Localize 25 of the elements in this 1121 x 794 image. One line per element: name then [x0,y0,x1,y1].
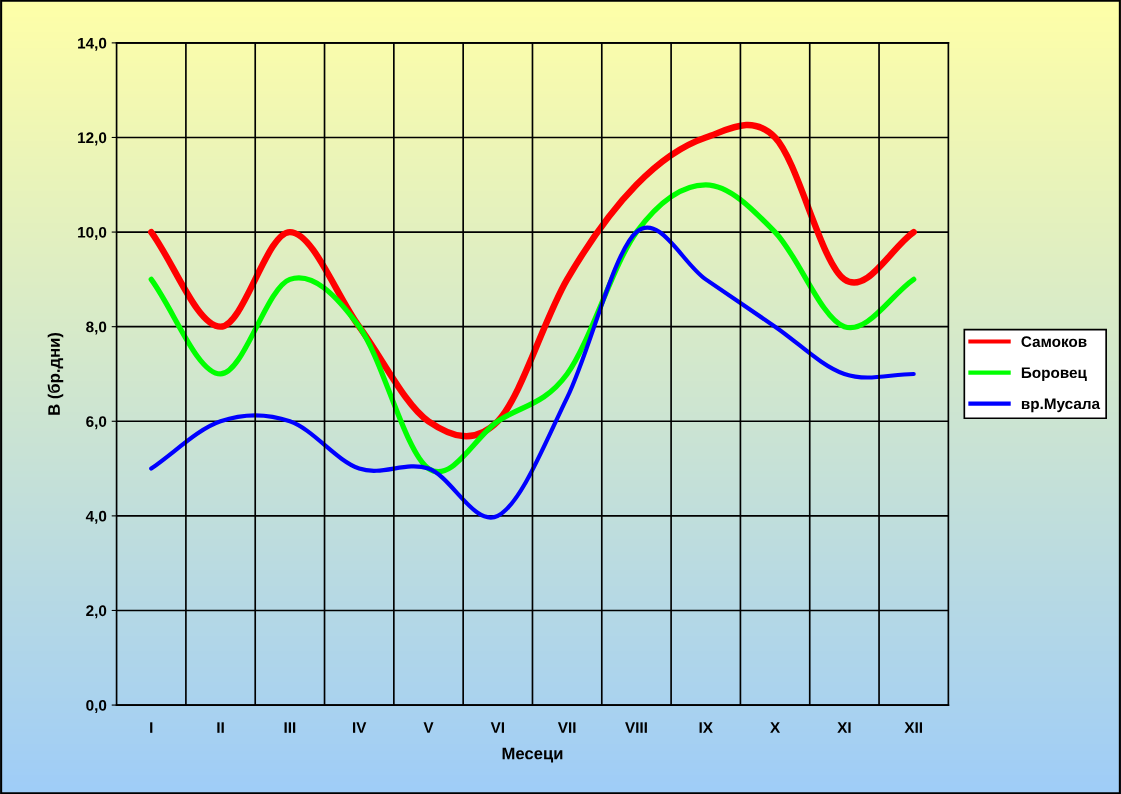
y-axis-title: В (бр.дни) [47,332,64,415]
x-tick-label: III [284,722,296,733]
x-tick-label: I [150,722,153,733]
x-tick-label: VI [490,722,505,733]
y-tick-label: 2,0 [86,605,107,619]
y-tick-label: 10,0 [78,226,107,240]
x-tick-label: XI [837,722,851,733]
y-tick-label: 4,0 [85,510,107,524]
x-axis-title: Месеци [502,747,563,763]
y-tick-label: 6,0 [86,416,107,430]
y-tick-label: 0,0 [86,699,107,713]
y-tick-label: 14,0 [78,37,107,51]
x-tick-label: VII [557,722,576,733]
x-tick-label: II [217,722,224,733]
x-tick-label: X [770,722,781,733]
y-tick-label: 8,0 [86,321,107,335]
x-tick-label: XII [904,722,923,733]
x-tick-label: V [423,722,434,733]
x-tick-label: VIII [625,722,647,733]
legend-label: Самоков [1021,336,1087,348]
x-tick-label: IX [699,722,713,733]
x-tick-label: IV [352,722,367,733]
legend-label: Боровец [1021,367,1087,382]
legend-label: вр.Мусала [1021,398,1101,413]
y-tick-label: 12,0 [78,132,107,146]
